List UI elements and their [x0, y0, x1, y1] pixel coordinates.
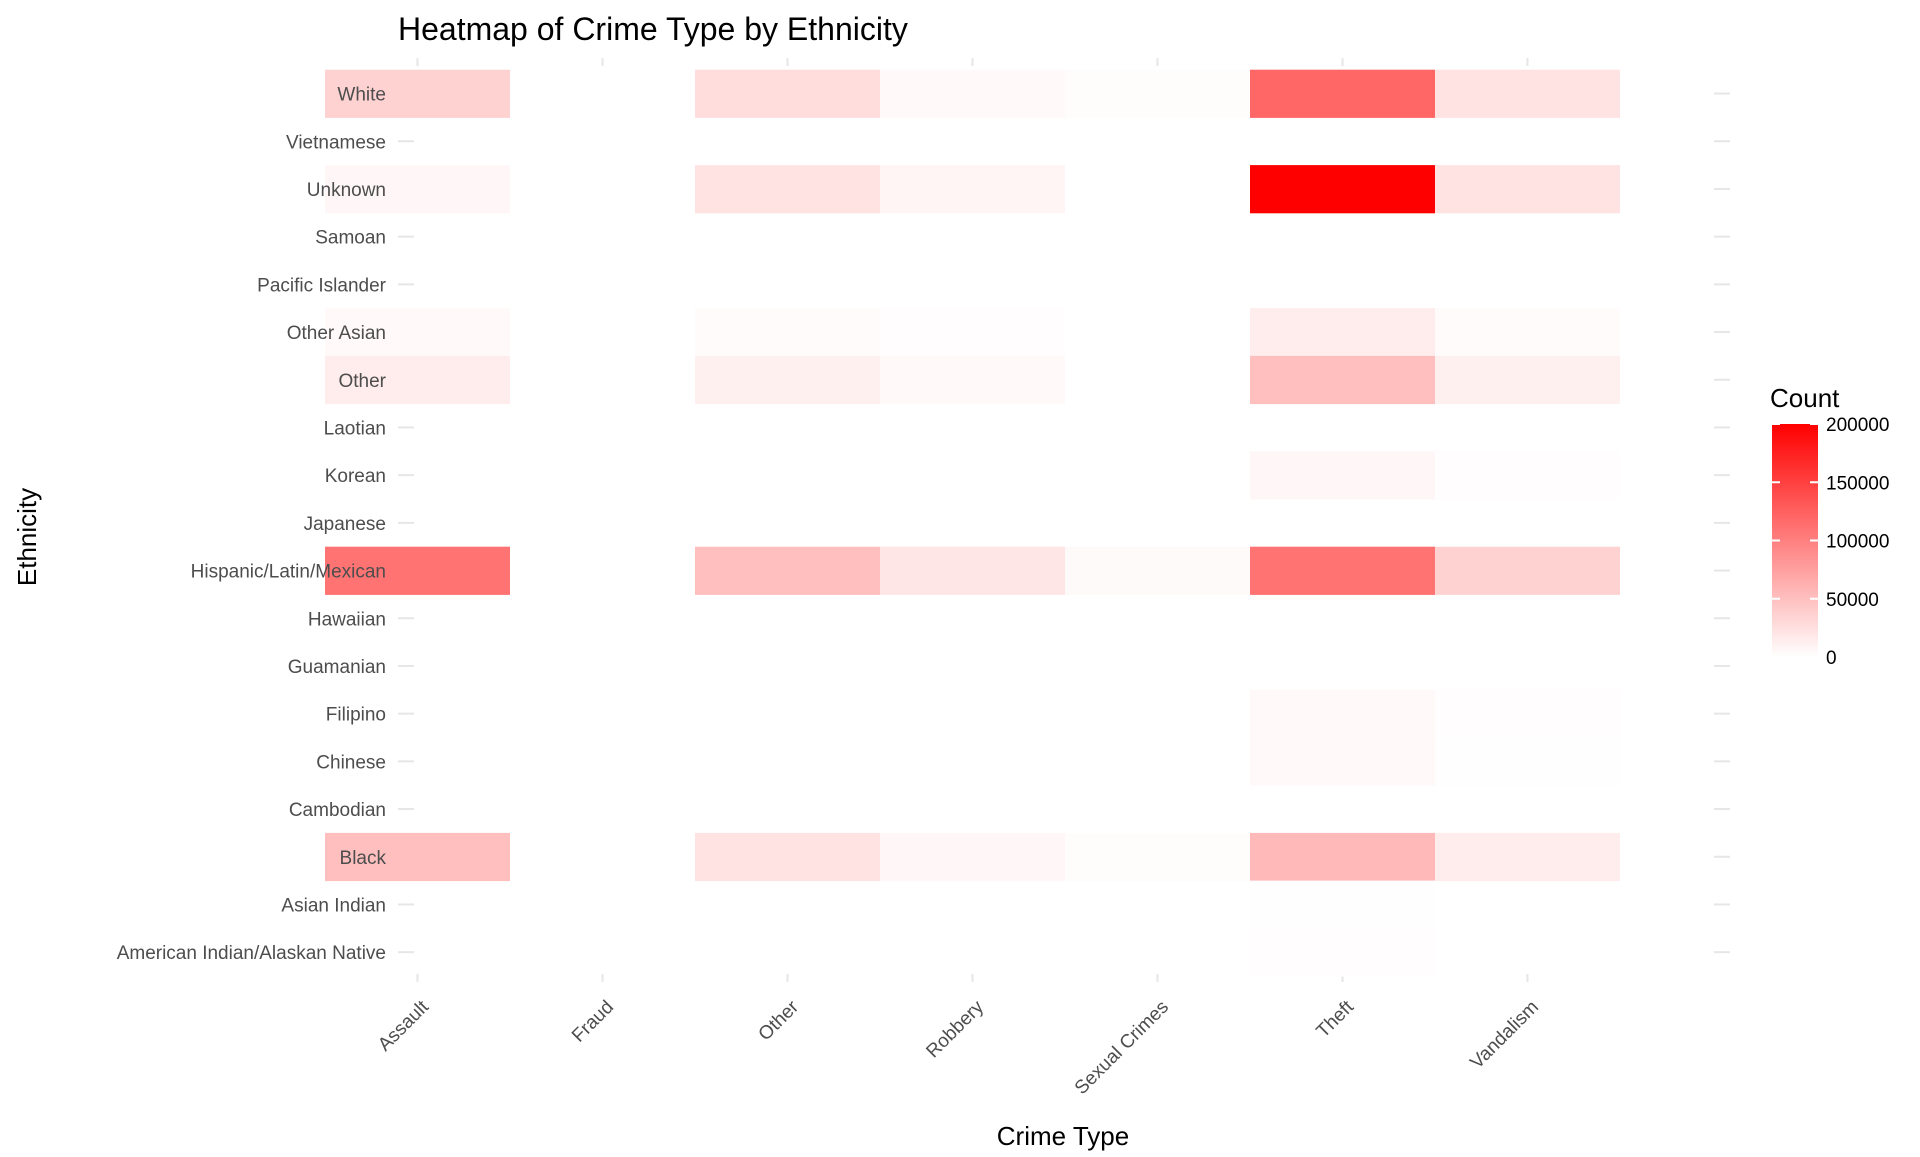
heatmap-cell	[1250, 165, 1435, 214]
heatmap-cell	[1065, 546, 1250, 595]
heatmap-cell	[695, 308, 880, 357]
heatmap-cell	[1250, 355, 1435, 405]
heatmap-cell	[695, 546, 880, 595]
heatmap-cell	[1435, 355, 1620, 405]
y-tick-label: Unknown	[307, 180, 386, 201]
x-tick-label: Theft	[1313, 996, 1359, 1042]
x-tick-label: Robbery	[922, 996, 988, 1062]
heatmap-cell	[325, 69, 510, 118]
y-tick-label: Laotian	[324, 418, 386, 439]
x-tick-label: Fraud	[568, 997, 618, 1047]
heatmap-cell	[1250, 880, 1435, 929]
y-tick-label: Korean	[325, 466, 386, 487]
heatmap-cell	[880, 69, 1065, 118]
heatmap-cell	[1250, 451, 1435, 500]
heatmap-cell	[1065, 69, 1250, 118]
y-tick-label: Cambodian	[289, 800, 386, 821]
legend-tick-label: 0	[1826, 648, 1837, 669]
y-tick-label: Pacific Islander	[257, 275, 387, 296]
heatmap-cell	[325, 355, 510, 405]
heatmap-cell	[325, 546, 510, 595]
x-tick-label: Other	[755, 996, 804, 1045]
heatmap-cell	[325, 832, 510, 882]
y-tick-label: White	[337, 85, 386, 106]
y-tick-label: Black	[340, 848, 387, 869]
heatmap-cell	[695, 69, 880, 118]
heatmap-cell	[1250, 308, 1435, 357]
x-tick-label: Sexual Crimes	[1071, 997, 1173, 1099]
chart-title: Heatmap of Crime Type by Ethnicity	[398, 11, 908, 47]
heatmap-cell	[1435, 165, 1620, 214]
y-tick-label: Vietnamese	[286, 132, 386, 153]
x-tick-label: Vandalism	[1466, 997, 1543, 1074]
heatmap-cell	[1250, 832, 1435, 882]
y-tick-label: Samoan	[315, 228, 386, 249]
y-tick-label: Filipino	[326, 705, 386, 726]
legend-tick-label: 50000	[1826, 590, 1879, 611]
heatmap-cell	[1435, 546, 1620, 595]
heatmap-cell	[1250, 546, 1435, 595]
heatmap-cell	[880, 546, 1065, 595]
heatmap-cell	[880, 355, 1065, 405]
x-tick-label: Assault	[374, 996, 433, 1055]
x-tick-labels: Assault Fraud Other Robbery Sexual Crimes The…	[374, 996, 1543, 1099]
heatmap-cell	[1435, 737, 1620, 786]
heatmap-cell	[1435, 451, 1620, 500]
x-axis-title: Crime Type	[997, 1121, 1129, 1151]
cell-layer	[325, 69, 1620, 977]
heatmap-cell	[1250, 928, 1435, 977]
heatmap-cell	[880, 308, 1065, 357]
legend-tick-label: 150000	[1826, 473, 1889, 494]
y-tick-label: Hispanic/Latin/Mexican	[191, 562, 386, 583]
heatmap-cell	[1065, 832, 1250, 882]
heatmap-cell	[695, 165, 880, 214]
heatmap-cell	[1250, 737, 1435, 786]
y-tick-label: Asian Indian	[281, 895, 386, 916]
y-tick-label: Other Asian	[287, 323, 386, 344]
legend-ticks: 200000 150000 100000 50000 0	[1772, 415, 1889, 669]
y-tick-label: Chinese	[316, 752, 386, 773]
heatmap-cell	[880, 165, 1065, 214]
legend-tick-label: 200000	[1826, 415, 1889, 436]
y-tick-label: American Indian/Alaskan Native	[117, 943, 386, 964]
heatmap-cell	[325, 165, 510, 214]
legend-title: Count	[1770, 383, 1840, 413]
heatmap-cell	[1435, 308, 1620, 357]
y-tick-label: Japanese	[304, 514, 386, 535]
heatmap-cell	[1435, 832, 1620, 882]
y-axis-title: Ethnicity	[12, 488, 42, 586]
heatmap-cell	[325, 308, 510, 357]
heatmap-cell	[880, 832, 1065, 882]
heatmap-cell	[695, 355, 880, 405]
heatmap-cell	[1250, 689, 1435, 738]
legend-tick-label: 100000	[1826, 532, 1889, 553]
heatmap-cell	[695, 832, 880, 882]
heatmap-cell	[1435, 69, 1620, 118]
y-tick-label: Hawaiian	[308, 609, 386, 630]
color-legend: Count 200000 150000 100000 50000 0	[1770, 383, 1889, 669]
heatmap-cell	[1250, 69, 1435, 118]
y-tick-label: Guamanian	[288, 657, 386, 678]
heatmap-cell	[1435, 689, 1620, 738]
y-tick-labels: American Indian/Alaskan Native Asian Indi…	[117, 85, 387, 965]
y-tick-label: Other	[338, 371, 386, 392]
